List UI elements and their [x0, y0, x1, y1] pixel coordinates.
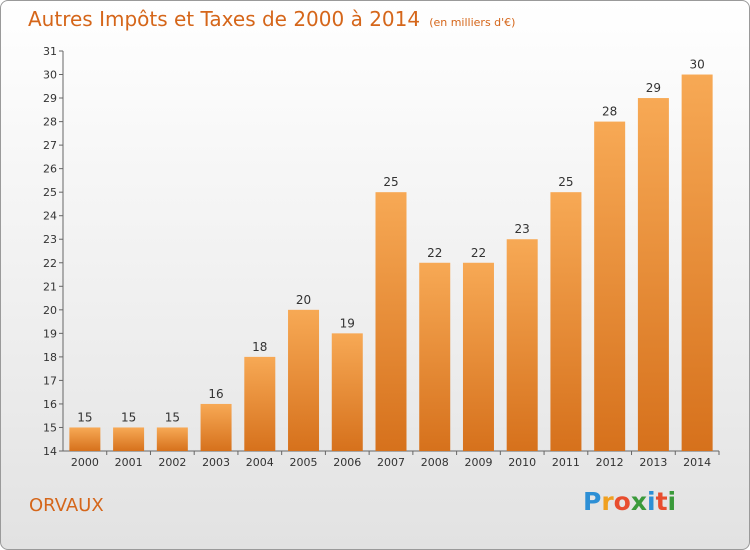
- commune-name: ORVAUX: [29, 495, 104, 516]
- value-label-2008: 22: [427, 246, 442, 260]
- x-tick-label-2010: 2010: [508, 456, 536, 469]
- value-label-2006: 19: [340, 316, 355, 330]
- bar-2004: [244, 356, 276, 451]
- chart-unit: (en milliers d'€): [429, 16, 516, 29]
- x-tick-label-2013: 2013: [639, 456, 667, 469]
- value-label-2014: 30: [689, 58, 704, 72]
- bar-2002: [156, 427, 188, 451]
- value-label-2001: 15: [121, 410, 136, 424]
- bar-2014: [681, 74, 713, 451]
- x-tick-label-2011: 2011: [552, 456, 580, 469]
- bar-2007: [375, 192, 407, 452]
- y-tick-label: 19: [43, 327, 57, 340]
- bar-2012: [594, 121, 626, 452]
- value-label-2013: 29: [646, 81, 661, 95]
- value-label-2003: 16: [208, 387, 223, 401]
- y-tick-label: 17: [43, 374, 57, 387]
- x-tick-label-2006: 2006: [333, 456, 361, 469]
- y-tick-label: 31: [43, 45, 57, 58]
- y-tick-label: 22: [43, 257, 57, 270]
- logo-letter: i: [667, 487, 677, 516]
- logo-letter: i: [647, 487, 656, 516]
- x-tick-label-2001: 2001: [115, 456, 143, 469]
- x-tick-label-2007: 2007: [377, 456, 405, 469]
- logo-letter: r: [601, 487, 614, 516]
- chart-value-labels: 15 15 15 16 18 20 19 25 22 22 23 25 28 29 30: [77, 58, 705, 425]
- y-tick-label: 24: [43, 210, 57, 223]
- chart-axes: 14 15 16 17 18 19 20 21 22 23 24 25 26 27 28 29 30 31 2000…: [43, 45, 720, 469]
- proxiti-logo: Proxiti: [583, 487, 676, 516]
- x-tick-label-2004: 2004: [246, 456, 274, 469]
- y-tick-label: 14: [43, 445, 57, 458]
- x-tick-label-2014: 2014: [683, 456, 711, 469]
- bar-2013: [637, 98, 669, 451]
- logo-letter: P: [583, 487, 602, 516]
- value-label-2004: 18: [252, 340, 267, 354]
- x-tick-label-2003: 2003: [202, 456, 230, 469]
- value-label-2000: 15: [77, 410, 92, 424]
- y-tick-label: 26: [43, 163, 57, 176]
- value-label-2009: 22: [471, 246, 486, 260]
- y-tick-label: 20: [43, 304, 57, 317]
- bar-2000: [69, 427, 101, 451]
- value-label-2012: 28: [602, 105, 617, 119]
- y-tick-label: 27: [43, 139, 57, 152]
- y-tick-label: 16: [43, 398, 57, 411]
- x-tick-label-2002: 2002: [158, 456, 186, 469]
- value-label-2011: 25: [558, 175, 573, 189]
- bar-2008: [419, 262, 451, 451]
- y-tick-label: 25: [43, 186, 57, 199]
- y-tick-label: 21: [43, 280, 57, 293]
- y-tick-label: 29: [43, 92, 57, 105]
- bar-2005: [288, 309, 320, 451]
- y-tick-label: 15: [43, 421, 57, 434]
- x-tick-label-2009: 2009: [464, 456, 492, 469]
- chart-title-main: Autres Impôts et Taxes de 2000 à 2014: [28, 7, 421, 31]
- x-tick-label-2005: 2005: [290, 456, 318, 469]
- value-label-2005: 20: [296, 293, 311, 307]
- logo-letter: x: [630, 487, 647, 516]
- bar-2011: [550, 192, 582, 452]
- y-tick-label: 18: [43, 351, 57, 364]
- logo-letter: t: [655, 487, 668, 516]
- y-tick-label: 28: [43, 116, 57, 129]
- bar-2003: [200, 403, 232, 451]
- bar-2006: [331, 333, 363, 451]
- y-tick-label: 23: [43, 233, 57, 246]
- logo-letter: o: [613, 487, 631, 516]
- x-tick-label-2012: 2012: [596, 456, 624, 469]
- bar-2009: [462, 262, 494, 451]
- x-tick-label-2000: 2000: [71, 456, 99, 469]
- y-tick-label: 30: [43, 69, 57, 82]
- bar-2001: [113, 427, 145, 451]
- value-label-2010: 23: [515, 222, 530, 236]
- bar-2010: [506, 239, 538, 451]
- value-label-2002: 15: [165, 410, 180, 424]
- chart-title: Autres Impôts et Taxes de 2000 à 2014 (e…: [28, 7, 515, 31]
- x-tick-label-2008: 2008: [421, 456, 449, 469]
- value-label-2007: 25: [383, 175, 398, 189]
- chart-bars: [69, 74, 713, 452]
